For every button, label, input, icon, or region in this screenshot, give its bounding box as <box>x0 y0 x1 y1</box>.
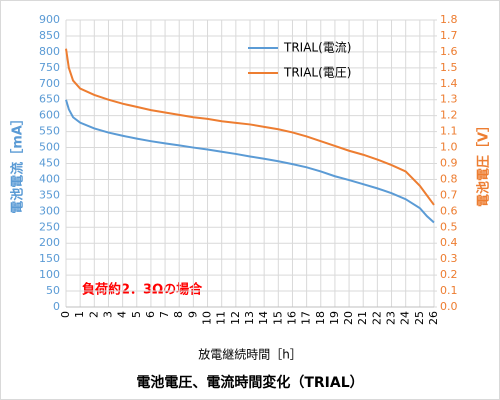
y2-tick-label: 0.2 <box>440 268 458 281</box>
x-tick-label: 17 <box>300 311 313 325</box>
y-tick-label: 650 <box>39 93 60 106</box>
x-tick-label: 1 <box>73 311 86 318</box>
y-tick-label: 900 <box>39 13 60 26</box>
series-line <box>65 99 435 224</box>
y2-tick-label: 1.6 <box>440 45 458 58</box>
x-tick-label: 22 <box>370 311 383 325</box>
y2-tick-label: 0.6 <box>440 204 458 217</box>
y-tick-label: 350 <box>39 188 60 201</box>
y-tick-label: 100 <box>39 268 60 281</box>
annotation: 負荷約2．3Ωの場合 <box>82 282 203 298</box>
y-tick-label: 550 <box>39 125 60 138</box>
y-tick-label: 850 <box>39 29 60 42</box>
y2-tick-label: 1.1 <box>440 125 458 138</box>
x-tick-label: 23 <box>385 311 398 325</box>
y-axis-label: 電池電流［mA］ <box>10 112 26 214</box>
y2-tick-label: 0.4 <box>440 236 458 249</box>
x-tick-label: 12 <box>229 311 242 325</box>
y2-tick-label: 0.7 <box>440 188 458 201</box>
y-tick-label: 300 <box>39 204 60 217</box>
x-tick-label: 0 <box>59 311 72 318</box>
y2-tick-label: 0.9 <box>440 157 458 170</box>
y-tick-label: 200 <box>39 236 60 249</box>
x-tick-label: 11 <box>215 311 228 325</box>
y2-tick-label: 0.8 <box>440 172 458 185</box>
x-tick-label: 13 <box>243 311 256 325</box>
y2-tick-label: 1.4 <box>440 77 458 90</box>
x-tick-label: 9 <box>186 311 199 318</box>
x-tick-label: 20 <box>342 311 355 325</box>
x-tick-label: 25 <box>413 311 426 325</box>
legend-label: TRIAL(電流) <box>283 41 351 55</box>
y-tick-label: 50 <box>46 284 60 297</box>
chart-title: 電池電圧、電流時間変化（TRIAL） <box>136 374 363 391</box>
x-tick-label: 21 <box>356 311 369 325</box>
x-tick-label: 4 <box>116 311 129 318</box>
y-tick-label: 250 <box>39 220 60 233</box>
y2-tick-label: 1.2 <box>440 109 458 122</box>
x-tick-label: 18 <box>314 311 327 325</box>
y-tick-label: 800 <box>39 45 60 58</box>
x-tick-label: 10 <box>201 311 214 325</box>
x-tick-label: 26 <box>427 311 440 325</box>
x-tick-label: 8 <box>172 311 185 318</box>
x-tick-label: 5 <box>130 311 143 318</box>
legend-label: TRIAL(電圧) <box>283 66 351 80</box>
x-tick-label: 19 <box>328 311 341 325</box>
x-tick-label: 3 <box>101 311 114 318</box>
y2-tick-label: 0.3 <box>440 252 458 265</box>
y-tick-label: 750 <box>39 61 60 74</box>
x-tick-label: 14 <box>257 311 270 325</box>
y-tick-label: 400 <box>39 172 60 185</box>
x-tick-label: 2 <box>87 311 100 318</box>
y2-tick-label: 1.5 <box>440 61 458 74</box>
x-tick-label: 24 <box>399 311 412 325</box>
series-line <box>65 48 435 206</box>
y2-tick-label: 0.5 <box>440 220 458 233</box>
x-axis-label: 放電継続時間［h］ <box>198 347 302 362</box>
y-tick-label: 700 <box>39 77 60 90</box>
y-tick-label: 150 <box>39 252 60 265</box>
y-tick-label: 500 <box>39 141 60 154</box>
y-tick-label: 600 <box>39 109 60 122</box>
x-tick-label: 15 <box>271 311 284 325</box>
y-tick-label: 450 <box>39 157 60 170</box>
y2-tick-label: 1.7 <box>440 29 458 42</box>
y-tick-label: 0 <box>53 300 60 313</box>
y2-tick-label: 0.0 <box>440 300 458 313</box>
y2-tick-label: 1.8 <box>440 13 458 26</box>
x-tick-label: 16 <box>285 311 298 325</box>
y2-axis-label: 電池電圧［V］ <box>476 119 492 207</box>
x-tick-label: 6 <box>144 311 157 318</box>
y2-tick-label: 1.0 <box>440 141 458 154</box>
y2-tick-label: 0.1 <box>440 284 458 297</box>
y2-tick-label: 1.3 <box>440 93 458 106</box>
x-tick-label: 7 <box>158 311 171 318</box>
